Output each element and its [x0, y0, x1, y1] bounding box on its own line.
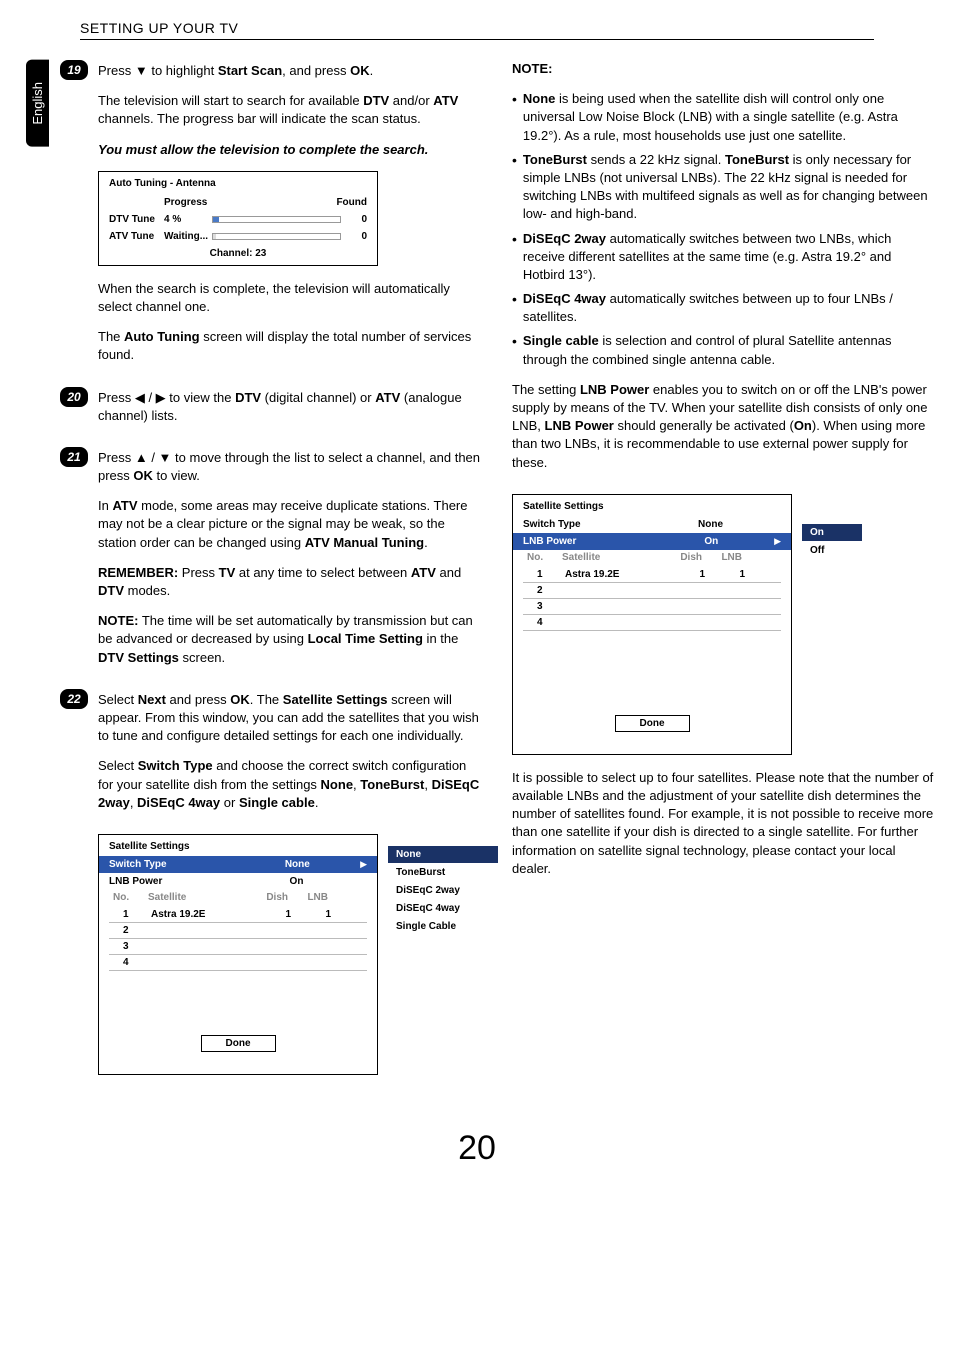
lnb-power-text-1: The setting LNB Power enables you to swi…	[512, 381, 934, 472]
lnb-power-popup: On Off	[802, 524, 862, 560]
note-title: NOTE:	[512, 60, 934, 78]
step-21-text-2: In ATV mode, some areas may receive dupl…	[98, 497, 482, 552]
step-20-text: Press ◀ / ▶ to view the DTV (digital cha…	[98, 389, 482, 425]
done-button[interactable]: Done	[615, 715, 690, 732]
step-19-text-5: The Auto Tuning screen will display the …	[98, 328, 482, 364]
step-22-text-2: Select Switch Type and choose the correc…	[98, 757, 482, 812]
step-19-text-3: You must allow the television to complet…	[98, 141, 482, 159]
satellite-count-text: It is possible to select up to four sate…	[512, 769, 934, 878]
step-19-text-4: When the search is complete, the televis…	[98, 280, 482, 316]
step-19-text-2: The television will start to search for …	[98, 92, 482, 128]
step-21-text-3: REMEMBER: Press TV at any time to select…	[98, 564, 482, 600]
auto-tuning-dialog: Auto Tuning - Antenna ProgressFound DTV …	[98, 171, 378, 266]
page-number: 20	[0, 1129, 954, 1168]
note-list: None is being used when the satellite di…	[512, 90, 934, 369]
step-number-19: 19	[60, 60, 88, 80]
step-22-text-1: Select Next and press OK. The Satellite …	[98, 691, 482, 746]
satellite-settings-dialog-2: Satellite Settings Switch TypeNone LNB P…	[512, 494, 792, 755]
step-number-20: 20	[60, 387, 88, 407]
section-header: SETTING UP YOUR TV	[80, 20, 238, 36]
step-19-text-1: Press ▼ to highlight Start Scan, and pre…	[98, 62, 482, 80]
switch-type-popup: None ToneBurst DiSEqC 2way DiSEqC 4way S…	[388, 846, 498, 936]
step-21-text-1: Press ▲ / ▼ to move through the list to …	[98, 449, 482, 485]
done-button[interactable]: Done	[201, 1035, 276, 1052]
step-number-22: 22	[60, 689, 88, 709]
step-21-text-4: NOTE: The time will be set automatically…	[98, 612, 482, 667]
language-tab: English	[26, 60, 49, 147]
step-number-21: 21	[60, 447, 88, 467]
satellite-settings-dialog-1: Satellite Settings Switch TypeNone▶ LNB …	[98, 834, 378, 1075]
